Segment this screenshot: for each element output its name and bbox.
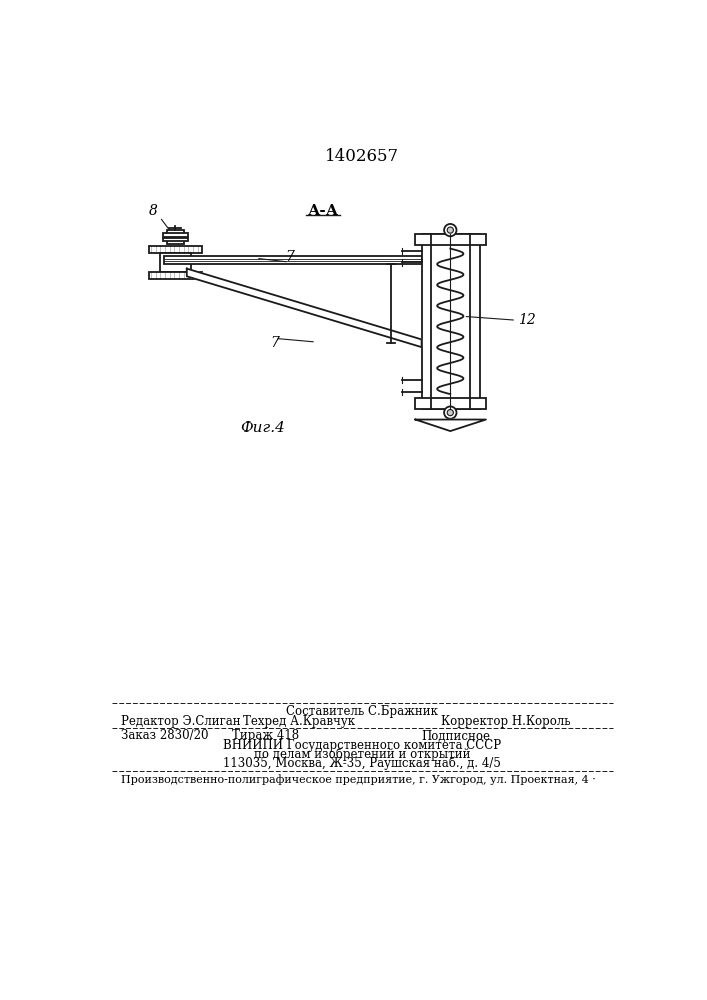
Text: 1402657: 1402657 — [325, 148, 399, 165]
Text: А-А: А-А — [308, 204, 339, 218]
Text: 7: 7 — [270, 336, 279, 350]
Bar — [416, 234, 486, 245]
Text: 12: 12 — [518, 313, 536, 327]
Polygon shape — [187, 269, 421, 347]
Text: Техред А.Кравчук: Техред А.Кравчук — [243, 715, 356, 728]
Circle shape — [448, 227, 453, 233]
Bar — [163, 238, 187, 241]
Text: Фиг.4: Фиг.4 — [240, 421, 285, 435]
Text: Заказ 2830/20: Заказ 2830/20 — [121, 730, 209, 742]
Bar — [163, 256, 421, 264]
Text: Подписное: Подписное — [421, 730, 491, 742]
Bar — [149, 272, 201, 279]
Text: Корректор Н.Король: Корректор Н.Король — [441, 715, 571, 728]
Bar — [160, 253, 191, 272]
Text: ВНИИПИ Государственного комитета СССР: ВНИИПИ Государственного комитета СССР — [223, 739, 501, 752]
Bar — [421, 234, 480, 409]
Bar — [163, 233, 187, 237]
Circle shape — [444, 406, 457, 419]
Text: 113035, Москва, Ж-35, Раушская наб., д. 4/5: 113035, Москва, Ж-35, Раушская наб., д. … — [223, 757, 501, 770]
Text: по делам изобретений и открытий: по делам изобретений и открытий — [254, 748, 470, 761]
Circle shape — [448, 410, 453, 416]
Text: Тираж 418: Тираж 418 — [232, 730, 299, 742]
Bar — [167, 230, 184, 244]
Text: Составитель С.Бражник: Составитель С.Бражник — [286, 705, 438, 718]
Text: 8: 8 — [149, 204, 158, 218]
Text: 7: 7 — [286, 250, 294, 264]
Text: Производственно-полиграфическое предприятие, г. Ужгород, ул. Проектная, 4 ·: Производственно-полиграфическое предприя… — [121, 774, 596, 785]
Bar — [416, 398, 486, 409]
Polygon shape — [416, 420, 486, 431]
Text: Редактор Э.Слиган: Редактор Э.Слиган — [121, 715, 240, 728]
Bar — [149, 246, 201, 253]
Circle shape — [444, 224, 457, 236]
